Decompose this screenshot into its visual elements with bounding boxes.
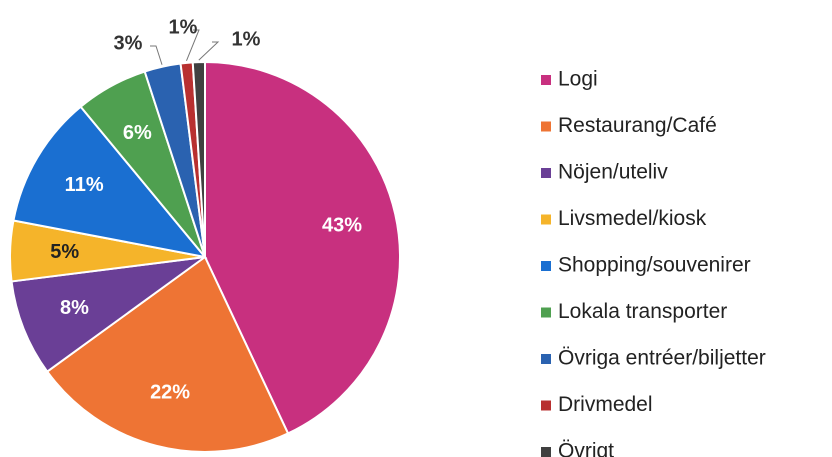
pie-label: 3% — [114, 32, 143, 54]
legend-swatch — [541, 261, 551, 271]
legend-label: Övriga entréer/biljetter — [558, 347, 766, 370]
legend-label: Livsmedel/kiosk — [558, 207, 707, 230]
legend-swatch — [541, 354, 551, 364]
legend-swatch — [541, 447, 551, 457]
legend: Logi Restaurang/Café Nöjen/uteliv Livsmedel… — [541, 68, 766, 457]
leader-line — [198, 41, 220, 61]
pie-slice — [191, 60, 206, 258]
legend-label: Shopping/souvenirer — [558, 254, 751, 277]
legend-label: Övrigt — [558, 440, 614, 457]
legend-label: Logi — [558, 68, 598, 91]
pie-label: 43% — [322, 215, 362, 237]
pie-label: 5% — [50, 241, 79, 263]
legend-swatch — [541, 75, 551, 85]
legend-swatch — [541, 307, 551, 318]
legend-swatch — [541, 121, 551, 132]
legend-swatch — [541, 168, 551, 178]
pie-slice — [45, 255, 290, 453]
legend-label: Drivmedel — [558, 393, 653, 416]
pie-label: 11% — [65, 174, 104, 196]
pie-label: 8% — [60, 297, 89, 319]
pie-label: 22% — [150, 381, 190, 403]
pie-slice — [10, 256, 206, 374]
pie-slice — [12, 105, 208, 259]
pie — [9, 60, 401, 453]
legend-label: Nöjen/uteliv — [558, 161, 668, 184]
legend-label: Restaurang/Café — [558, 114, 717, 137]
labels: 43% 22% 8% 5% 11% 6% 3% 1% 1% — [50, 16, 362, 403]
pie-label: 1% — [169, 16, 198, 38]
leader-line — [185, 29, 200, 62]
pie-label: 1% — [232, 28, 261, 50]
leader-line — [150, 45, 163, 65]
legend-swatch — [541, 400, 551, 411]
pie-label: 6% — [123, 122, 152, 144]
legend-label: Lokala transporter — [558, 300, 727, 323]
legend-swatch — [541, 214, 551, 225]
pie-slice — [204, 60, 401, 435]
